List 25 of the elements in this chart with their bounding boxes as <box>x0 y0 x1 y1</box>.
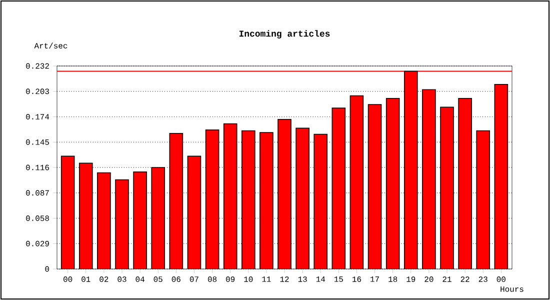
chart-title: Incoming articles <box>239 30 330 39</box>
bar <box>241 130 256 269</box>
bar <box>78 162 93 269</box>
bar <box>476 130 490 269</box>
bar <box>151 167 166 269</box>
bar <box>440 106 454 269</box>
bar <box>278 118 292 269</box>
bar <box>133 171 147 269</box>
bar <box>494 84 508 269</box>
bar <box>422 90 436 269</box>
bar <box>350 95 364 269</box>
bar <box>115 179 129 269</box>
bar <box>60 156 75 269</box>
bar <box>368 104 382 269</box>
bar <box>97 172 111 269</box>
bar <box>332 108 346 269</box>
bar <box>169 132 184 269</box>
bar <box>260 132 274 269</box>
bar <box>458 98 472 269</box>
bar <box>223 123 238 269</box>
bar <box>296 128 310 269</box>
bar <box>205 129 220 269</box>
bar <box>314 134 328 269</box>
bar <box>187 156 202 269</box>
bar <box>386 98 400 269</box>
